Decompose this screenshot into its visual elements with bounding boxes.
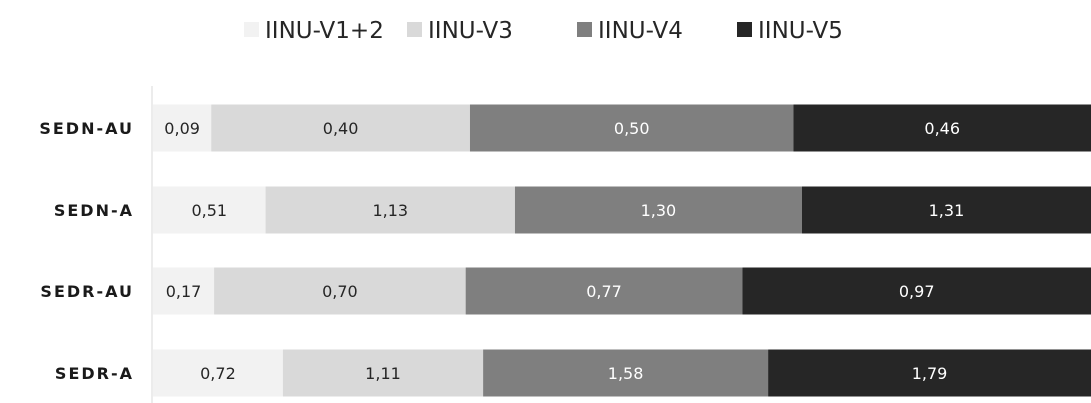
legend-item: IINU-V1+2 (244, 18, 384, 44)
bar-segment (483, 349, 769, 397)
category-label: SEDN-AU (39, 119, 134, 138)
bar-segment (768, 349, 1091, 397)
category-axis-labels: SEDN-AU SEDN-A SEDR-AU SEDR-A (39, 119, 134, 383)
data-label: 1,58 (608, 364, 644, 383)
bar-segment (742, 267, 1091, 315)
category-label: SEDR-AU (40, 282, 134, 301)
legend-swatch (737, 22, 752, 37)
bar-segment (211, 104, 470, 152)
data-label: 1,11 (365, 364, 401, 383)
data-label: 0,09 (164, 119, 200, 138)
bar-segment (265, 186, 515, 234)
legend-swatch (577, 22, 592, 37)
data-label: 0,46 (924, 119, 960, 138)
legend-item: IINU-V4 (577, 18, 683, 44)
data-label: 1,31 (929, 201, 965, 220)
bar-segment (514, 186, 802, 234)
legend-label: IINU-V4 (598, 18, 683, 44)
data-labels: 0,09 0,40 0,50 0,46 0,51 1,13 1,30 1,31 0,17 0,70… (164, 119, 964, 383)
legend: IINU-V1+2 IINU-V3 IINU-V4 IINU-V5 (244, 18, 843, 44)
legend-label: IINU-V1+2 (265, 18, 384, 44)
bar-segment (153, 349, 283, 397)
data-label: 0,51 (191, 201, 227, 220)
data-label: 0,17 (166, 282, 202, 301)
bar-segment (282, 349, 484, 397)
category-label: SEDR-A (55, 364, 134, 383)
data-label: 0,50 (614, 119, 650, 138)
data-label: 0,72 (200, 364, 236, 383)
legend-item: IINU-V3 (407, 18, 513, 44)
bar-segment (153, 267, 215, 315)
legend-swatch (244, 22, 259, 37)
legend-label: IINU-V5 (758, 18, 843, 44)
data-label: 1,13 (372, 201, 408, 220)
data-label: 0,40 (323, 119, 359, 138)
bars (153, 104, 1091, 397)
data-label: 0,77 (586, 282, 622, 301)
bar-segment (465, 267, 743, 315)
bar-segment (214, 267, 466, 315)
legend-swatch (407, 22, 422, 37)
bar-segment (469, 104, 794, 152)
data-label: 1,30 (641, 201, 677, 220)
legend-label: IINU-V3 (428, 18, 513, 44)
data-label: 1,79 (912, 364, 948, 383)
bar-segment (793, 104, 1091, 152)
bar-segment (801, 186, 1091, 234)
data-label: 0,70 (322, 282, 358, 301)
bar-segment (153, 104, 212, 152)
bar-segment (153, 186, 266, 234)
legend-item: IINU-V5 (737, 18, 843, 44)
data-label: 0,97 (899, 282, 935, 301)
category-label: SEDN-A (54, 201, 134, 220)
